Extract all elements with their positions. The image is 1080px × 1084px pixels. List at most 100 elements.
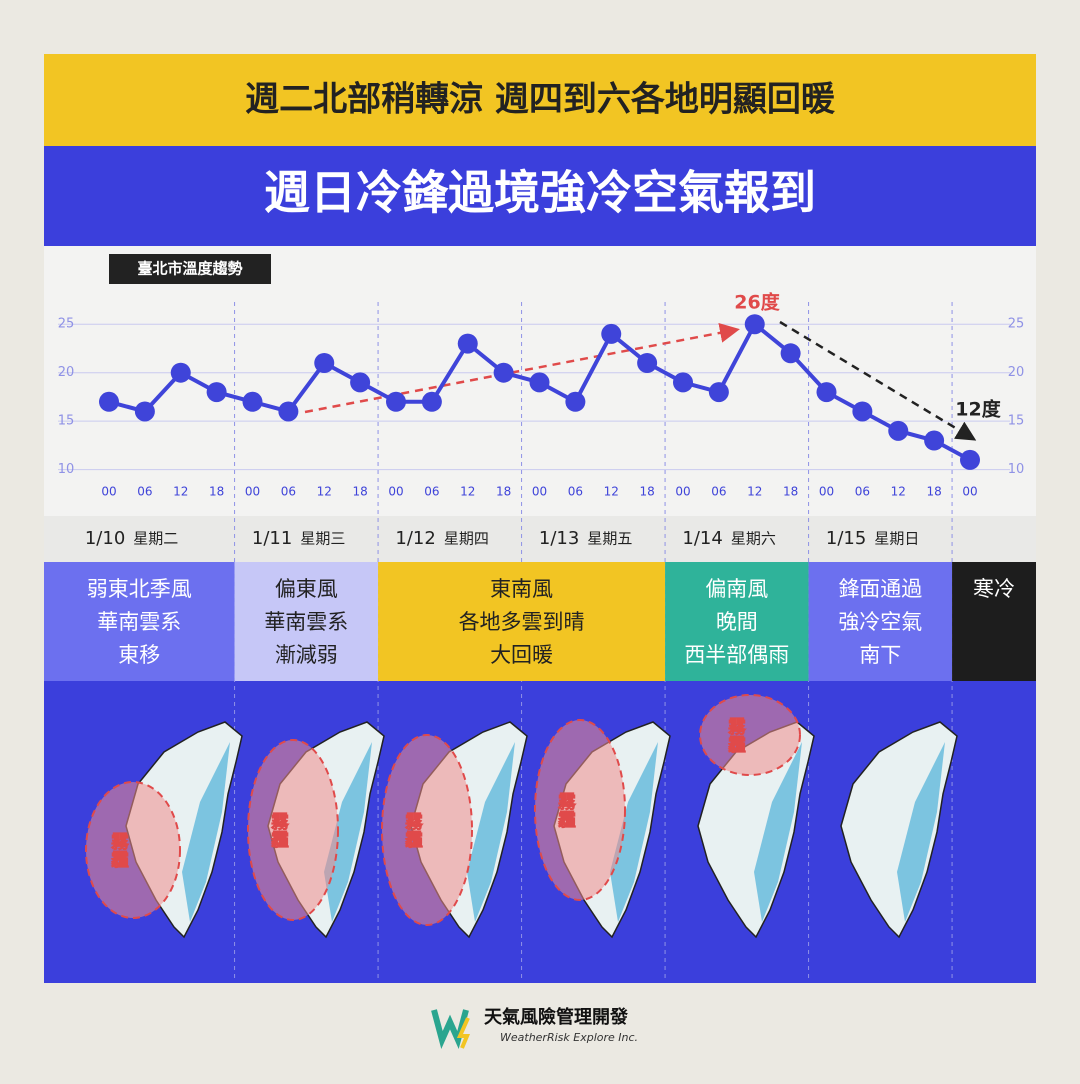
temperature-point [278,401,299,422]
trend-arrow-up [304,322,740,414]
temperature-point [386,391,406,412]
temperature-point [314,353,335,373]
day-date: 1/10 [85,528,125,549]
weather-text: 南下 [859,643,901,667]
fog-label: 霧霾 [555,792,576,829]
x-tick-label: 00 [819,485,834,499]
fog-label: 霧霾 [268,812,289,849]
x-tick-label: 00 [388,485,403,499]
fog-region [85,781,181,919]
day-date: 1/13 [539,528,579,549]
weather-text: 大回暖 [490,643,553,667]
x-tick-label: 12 [460,485,475,499]
temperature-point [708,382,729,403]
weather-text: 寒冷 [973,577,1015,601]
temperature-point [421,391,442,412]
fog-region [699,694,801,776]
temperature-point [206,382,227,403]
date-row [44,516,1036,562]
temperature-point [780,343,801,364]
y-tick-label-right: 20 [1008,365,1025,380]
trend-arrow-down [779,320,977,441]
logo-name: 天氣風險管理開發 [484,1006,629,1028]
x-tick-label: 18 [783,485,798,499]
weather-text: 偏東風 [275,577,338,601]
top-banner [44,54,1036,146]
temperature-point [960,449,980,470]
temperature-point [493,362,514,383]
day-date: 1/11 [252,528,292,549]
x-tick-label: 06 [568,485,583,499]
x-tick-label: 12 [604,485,619,499]
top-banner-text: 週二北部稍轉涼 週四到六各地明顯回暖 [245,80,836,120]
temperature-point [565,391,586,412]
day-weekday: 星期五 [587,530,632,548]
day-weekday: 星期六 [731,530,776,548]
x-tick-label: 06 [137,485,152,499]
temperature-point [134,401,155,422]
day-weekday: 星期二 [133,530,178,548]
temperature-point [924,430,945,451]
weather-text: 晚間 [716,610,758,634]
weather-text: 西半部偶雨 [684,643,789,667]
temperature-point [601,323,622,344]
day-weekday: 星期日 [874,530,919,548]
day-weekday: 星期四 [444,530,489,548]
map-shading [324,742,372,922]
x-tick-label: 06 [281,485,296,499]
weather-text: 華南雲系 [97,610,181,634]
fog-label: 霧霾 [402,812,423,849]
x-tick-label: 06 [424,485,439,499]
y-tick-label-right: 25 [1008,317,1025,332]
weather-text: 各地多雲到晴 [459,610,585,634]
temperature-point [350,372,371,393]
x-tick-label: 12 [891,485,906,499]
day-date: 1/12 [395,528,435,549]
logo-english: WeatherRisk Explore Inc. [500,1031,638,1044]
weather-text: 鋒面通過 [838,577,922,601]
temperature-point [852,401,873,422]
temperature-point [99,391,119,412]
temperature-point [673,372,693,393]
temperature-point [242,391,263,412]
weather-text: 偏南風 [705,577,768,601]
weather-text: 華南雲系 [264,610,348,634]
logo-bolt [456,1017,470,1049]
y-tick-label: 15 [58,414,75,429]
x-tick-label: 12 [173,485,188,499]
temperature-point [529,372,550,393]
x-tick-label: 18 [496,485,511,499]
weather-text: 漸減弱 [275,643,338,667]
chart-title-box [109,254,271,284]
weather-cell [378,562,666,681]
weather-text: 東南風 [490,577,553,601]
chart-title: 臺北市溫度趨勢 [137,260,242,278]
weather-text: 東移 [118,643,160,667]
weather-text: 弱東北季風 [87,577,192,601]
annotation-low: 12度 [955,398,1001,421]
fog-region [247,739,339,921]
x-tick-label: 12 [317,485,332,499]
weather-cell [952,562,1036,681]
x-tick-label: 18 [639,485,654,499]
map-shading [754,742,802,922]
x-tick-label: 00 [962,485,977,499]
x-tick-label: 00 [532,485,547,499]
day-date: 1/14 [682,528,722,549]
x-tick-label: 06 [711,485,726,499]
map-shading [182,742,230,922]
fog-label: 霧霾 [108,832,129,869]
y-tick-label: 25 [58,317,75,332]
main-banner [44,146,1036,246]
annotation-high: 26度 [734,291,780,314]
temperature-point [888,420,909,441]
y-tick-label: 10 [58,462,75,477]
map-shading [467,742,515,922]
y-tick-label-right: 15 [1008,414,1025,429]
x-tick-label: 06 [855,485,870,499]
temperature-point [744,314,765,335]
x-tick-label: 18 [352,485,367,499]
weather-cell [234,562,379,681]
weather-cell [665,562,809,681]
